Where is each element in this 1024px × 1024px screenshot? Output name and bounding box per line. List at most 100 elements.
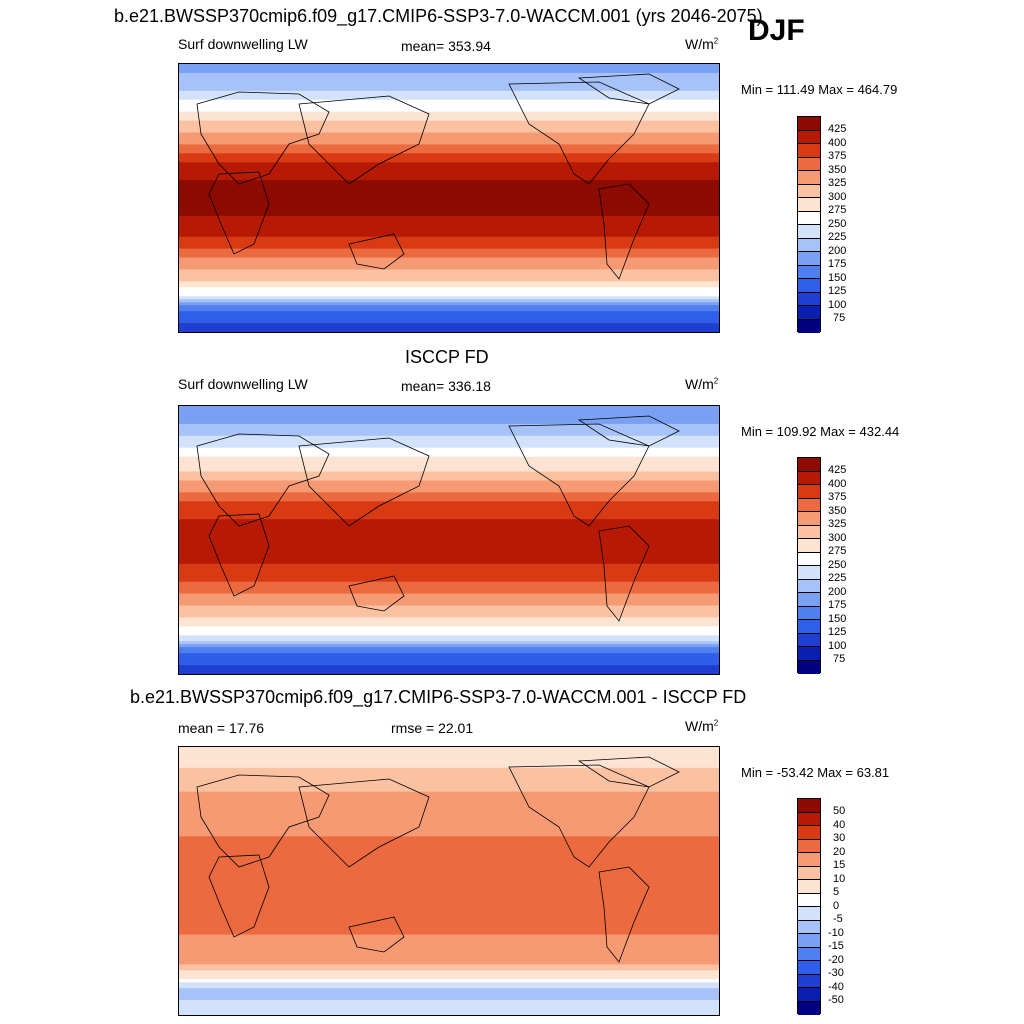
map-band	[179, 928, 719, 933]
map-band	[179, 946, 719, 951]
colorbar-box	[798, 593, 820, 607]
map-band	[179, 96, 719, 101]
map-band	[179, 937, 719, 942]
map-band	[179, 105, 719, 110]
map-band	[179, 662, 719, 666]
colorbar-box	[798, 525, 820, 539]
coastline	[208, 854, 270, 938]
colorbar-box	[798, 144, 820, 158]
map-band	[179, 973, 719, 977]
map-band	[179, 1012, 719, 1015]
map-band	[179, 254, 719, 259]
map-band	[179, 827, 719, 831]
map-band	[179, 126, 719, 131]
panel2-mean: mean= 336.18	[401, 378, 491, 394]
map-band	[179, 910, 719, 915]
map-band	[179, 75, 719, 80]
panel2-units: W/m2	[685, 376, 719, 392]
map-band	[179, 206, 719, 211]
map-band	[179, 632, 719, 636]
coastline	[348, 233, 405, 270]
coastline	[598, 866, 650, 963]
colorbar-box	[798, 839, 820, 853]
coastline	[348, 575, 405, 612]
map-band	[179, 93, 719, 98]
map-band	[179, 195, 719, 199]
colorbar-box	[798, 620, 820, 634]
map-band	[179, 531, 719, 535]
map-band	[179, 593, 719, 598]
colorbar-tick-label: 375	[828, 150, 847, 162]
map-band	[179, 314, 719, 318]
map-band	[179, 203, 719, 208]
map-band	[179, 474, 719, 479]
coastline	[508, 423, 650, 527]
map-band	[179, 329, 719, 332]
plot-title: b.e21.BWSSP370cmip6.f09_g17.CMIP6-SSP3-7…	[114, 6, 763, 26]
colorbar-box	[798, 498, 820, 512]
map-band	[179, 257, 719, 262]
map-band	[179, 617, 719, 621]
map-band	[179, 111, 719, 116]
colorbar-box	[798, 211, 820, 225]
map-band	[179, 955, 719, 960]
colorbar-box	[798, 458, 820, 472]
colorbar-tick-label: 150	[828, 271, 847, 284]
map-band	[179, 1000, 719, 1004]
map-band	[179, 821, 719, 826]
map-band	[179, 504, 719, 508]
map-band	[179, 934, 719, 939]
map-band	[179, 964, 719, 968]
map-band	[179, 752, 719, 757]
colorbar-tick-label: 100	[828, 298, 847, 311]
map-band	[179, 815, 719, 820]
map-band	[179, 620, 719, 624]
colorbar-tick-label: 425	[828, 123, 847, 135]
map-band	[179, 767, 719, 772]
map-band	[179, 665, 719, 669]
map-band	[179, 528, 719, 532]
map-band	[179, 994, 719, 998]
map-band	[179, 123, 719, 128]
colorbar-box	[798, 512, 820, 526]
map-band	[179, 293, 719, 297]
map-band	[179, 459, 719, 464]
map-band	[179, 162, 719, 166]
map-band	[179, 614, 719, 619]
map-band	[179, 498, 719, 502]
map-band	[179, 447, 719, 452]
map-band	[179, 878, 719, 882]
map-band	[179, 453, 719, 458]
map-band	[179, 144, 719, 148]
map-band	[179, 647, 719, 651]
map-band	[179, 922, 719, 927]
map-band	[179, 305, 719, 309]
colorbar-box	[798, 117, 820, 131]
coastline	[298, 437, 430, 527]
map-band	[179, 563, 719, 568]
panel2-colorbar	[797, 457, 821, 674]
colorbar-box	[798, 306, 820, 320]
colorbar-tick-label: 375	[828, 491, 847, 503]
map-band	[179, 988, 719, 992]
map-band	[179, 883, 719, 888]
map-band	[179, 761, 719, 766]
map-band	[179, 629, 719, 633]
map-band	[179, 414, 719, 419]
map-band	[179, 296, 719, 300]
map-band	[179, 776, 719, 781]
map-band	[179, 156, 719, 160]
map-band	[179, 165, 719, 169]
coastline	[298, 778, 430, 868]
map-band	[179, 236, 719, 241]
map-band	[179, 872, 719, 876]
colorbar-tick-label: 425	[828, 464, 847, 476]
map-band	[179, 548, 719, 553]
colorbar-box	[798, 660, 820, 674]
map-band	[179, 943, 719, 948]
map-band	[179, 135, 719, 140]
map-band	[179, 411, 719, 416]
colorbar-box	[798, 279, 820, 293]
colorbar-box	[798, 184, 820, 198]
map-band	[179, 907, 719, 912]
